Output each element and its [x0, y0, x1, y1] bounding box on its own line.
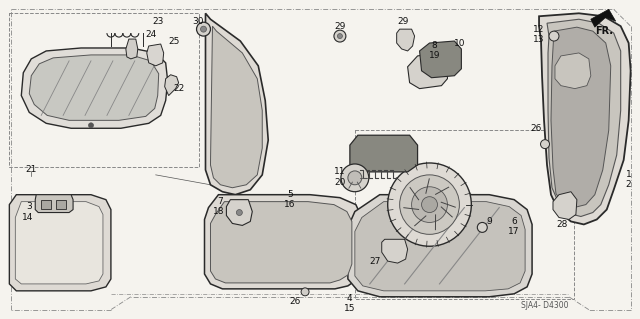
Polygon shape — [205, 195, 362, 289]
Polygon shape — [350, 135, 417, 172]
Text: 15: 15 — [344, 304, 356, 313]
Text: 11: 11 — [334, 167, 346, 176]
Text: 6: 6 — [511, 217, 517, 226]
Text: 28: 28 — [556, 220, 568, 229]
Text: 8: 8 — [431, 41, 437, 50]
Circle shape — [337, 33, 342, 39]
Polygon shape — [551, 27, 611, 208]
Circle shape — [301, 288, 309, 296]
Text: 27: 27 — [369, 256, 380, 266]
Text: 17: 17 — [508, 227, 520, 236]
Polygon shape — [420, 41, 461, 78]
Polygon shape — [408, 53, 447, 89]
Text: 4: 4 — [347, 294, 353, 303]
Polygon shape — [348, 195, 532, 297]
Bar — [355, 130, 574, 299]
Text: 21: 21 — [26, 166, 37, 174]
Polygon shape — [591, 9, 616, 27]
Circle shape — [388, 163, 471, 246]
Polygon shape — [227, 200, 252, 226]
Circle shape — [348, 171, 362, 185]
Text: SJA4- D4300: SJA4- D4300 — [522, 301, 569, 310]
Text: 12: 12 — [533, 25, 545, 33]
Bar — [41, 200, 51, 209]
Text: 29: 29 — [334, 22, 346, 31]
Text: 1: 1 — [626, 170, 632, 179]
Text: 25: 25 — [168, 37, 179, 46]
Text: 20: 20 — [334, 178, 346, 187]
Polygon shape — [397, 29, 415, 51]
Text: 29: 29 — [397, 17, 408, 26]
Text: 16: 16 — [284, 200, 296, 209]
Text: 26: 26 — [531, 124, 541, 133]
Polygon shape — [10, 195, 111, 291]
Text: 18: 18 — [212, 207, 224, 216]
Text: 30: 30 — [192, 17, 204, 26]
Text: 19: 19 — [429, 51, 440, 60]
Text: 3: 3 — [26, 202, 32, 211]
Text: 26: 26 — [289, 297, 301, 306]
Text: 10: 10 — [454, 39, 465, 48]
Circle shape — [541, 140, 550, 149]
Text: 24: 24 — [145, 30, 156, 39]
Text: FR.: FR. — [595, 26, 613, 36]
Text: 13: 13 — [533, 34, 545, 44]
Circle shape — [196, 22, 211, 36]
Polygon shape — [547, 19, 621, 217]
Circle shape — [200, 26, 207, 32]
Polygon shape — [539, 13, 630, 225]
Polygon shape — [147, 44, 164, 66]
Circle shape — [422, 197, 438, 212]
Text: 7: 7 — [218, 197, 223, 206]
Polygon shape — [164, 75, 179, 96]
Text: 23: 23 — [152, 17, 163, 26]
Circle shape — [412, 187, 447, 222]
Circle shape — [477, 222, 487, 232]
Circle shape — [236, 210, 243, 216]
Polygon shape — [211, 26, 262, 188]
Text: 2: 2 — [626, 180, 632, 189]
Text: 14: 14 — [22, 213, 33, 222]
Polygon shape — [553, 192, 577, 219]
Polygon shape — [29, 55, 159, 120]
Polygon shape — [355, 202, 525, 291]
Bar — [10, 13, 198, 167]
Polygon shape — [381, 239, 408, 263]
Polygon shape — [126, 39, 138, 59]
Polygon shape — [21, 48, 168, 128]
Text: 5: 5 — [287, 190, 293, 199]
Text: 9: 9 — [486, 217, 492, 226]
Text: 22: 22 — [173, 84, 184, 93]
Polygon shape — [205, 13, 268, 195]
Circle shape — [549, 31, 559, 41]
Bar — [56, 200, 66, 209]
Circle shape — [399, 175, 460, 234]
Polygon shape — [555, 53, 591, 89]
Polygon shape — [15, 202, 103, 284]
Circle shape — [88, 123, 93, 128]
Polygon shape — [211, 202, 352, 283]
Circle shape — [341, 164, 369, 192]
Polygon shape — [35, 195, 73, 212]
Circle shape — [334, 30, 346, 42]
